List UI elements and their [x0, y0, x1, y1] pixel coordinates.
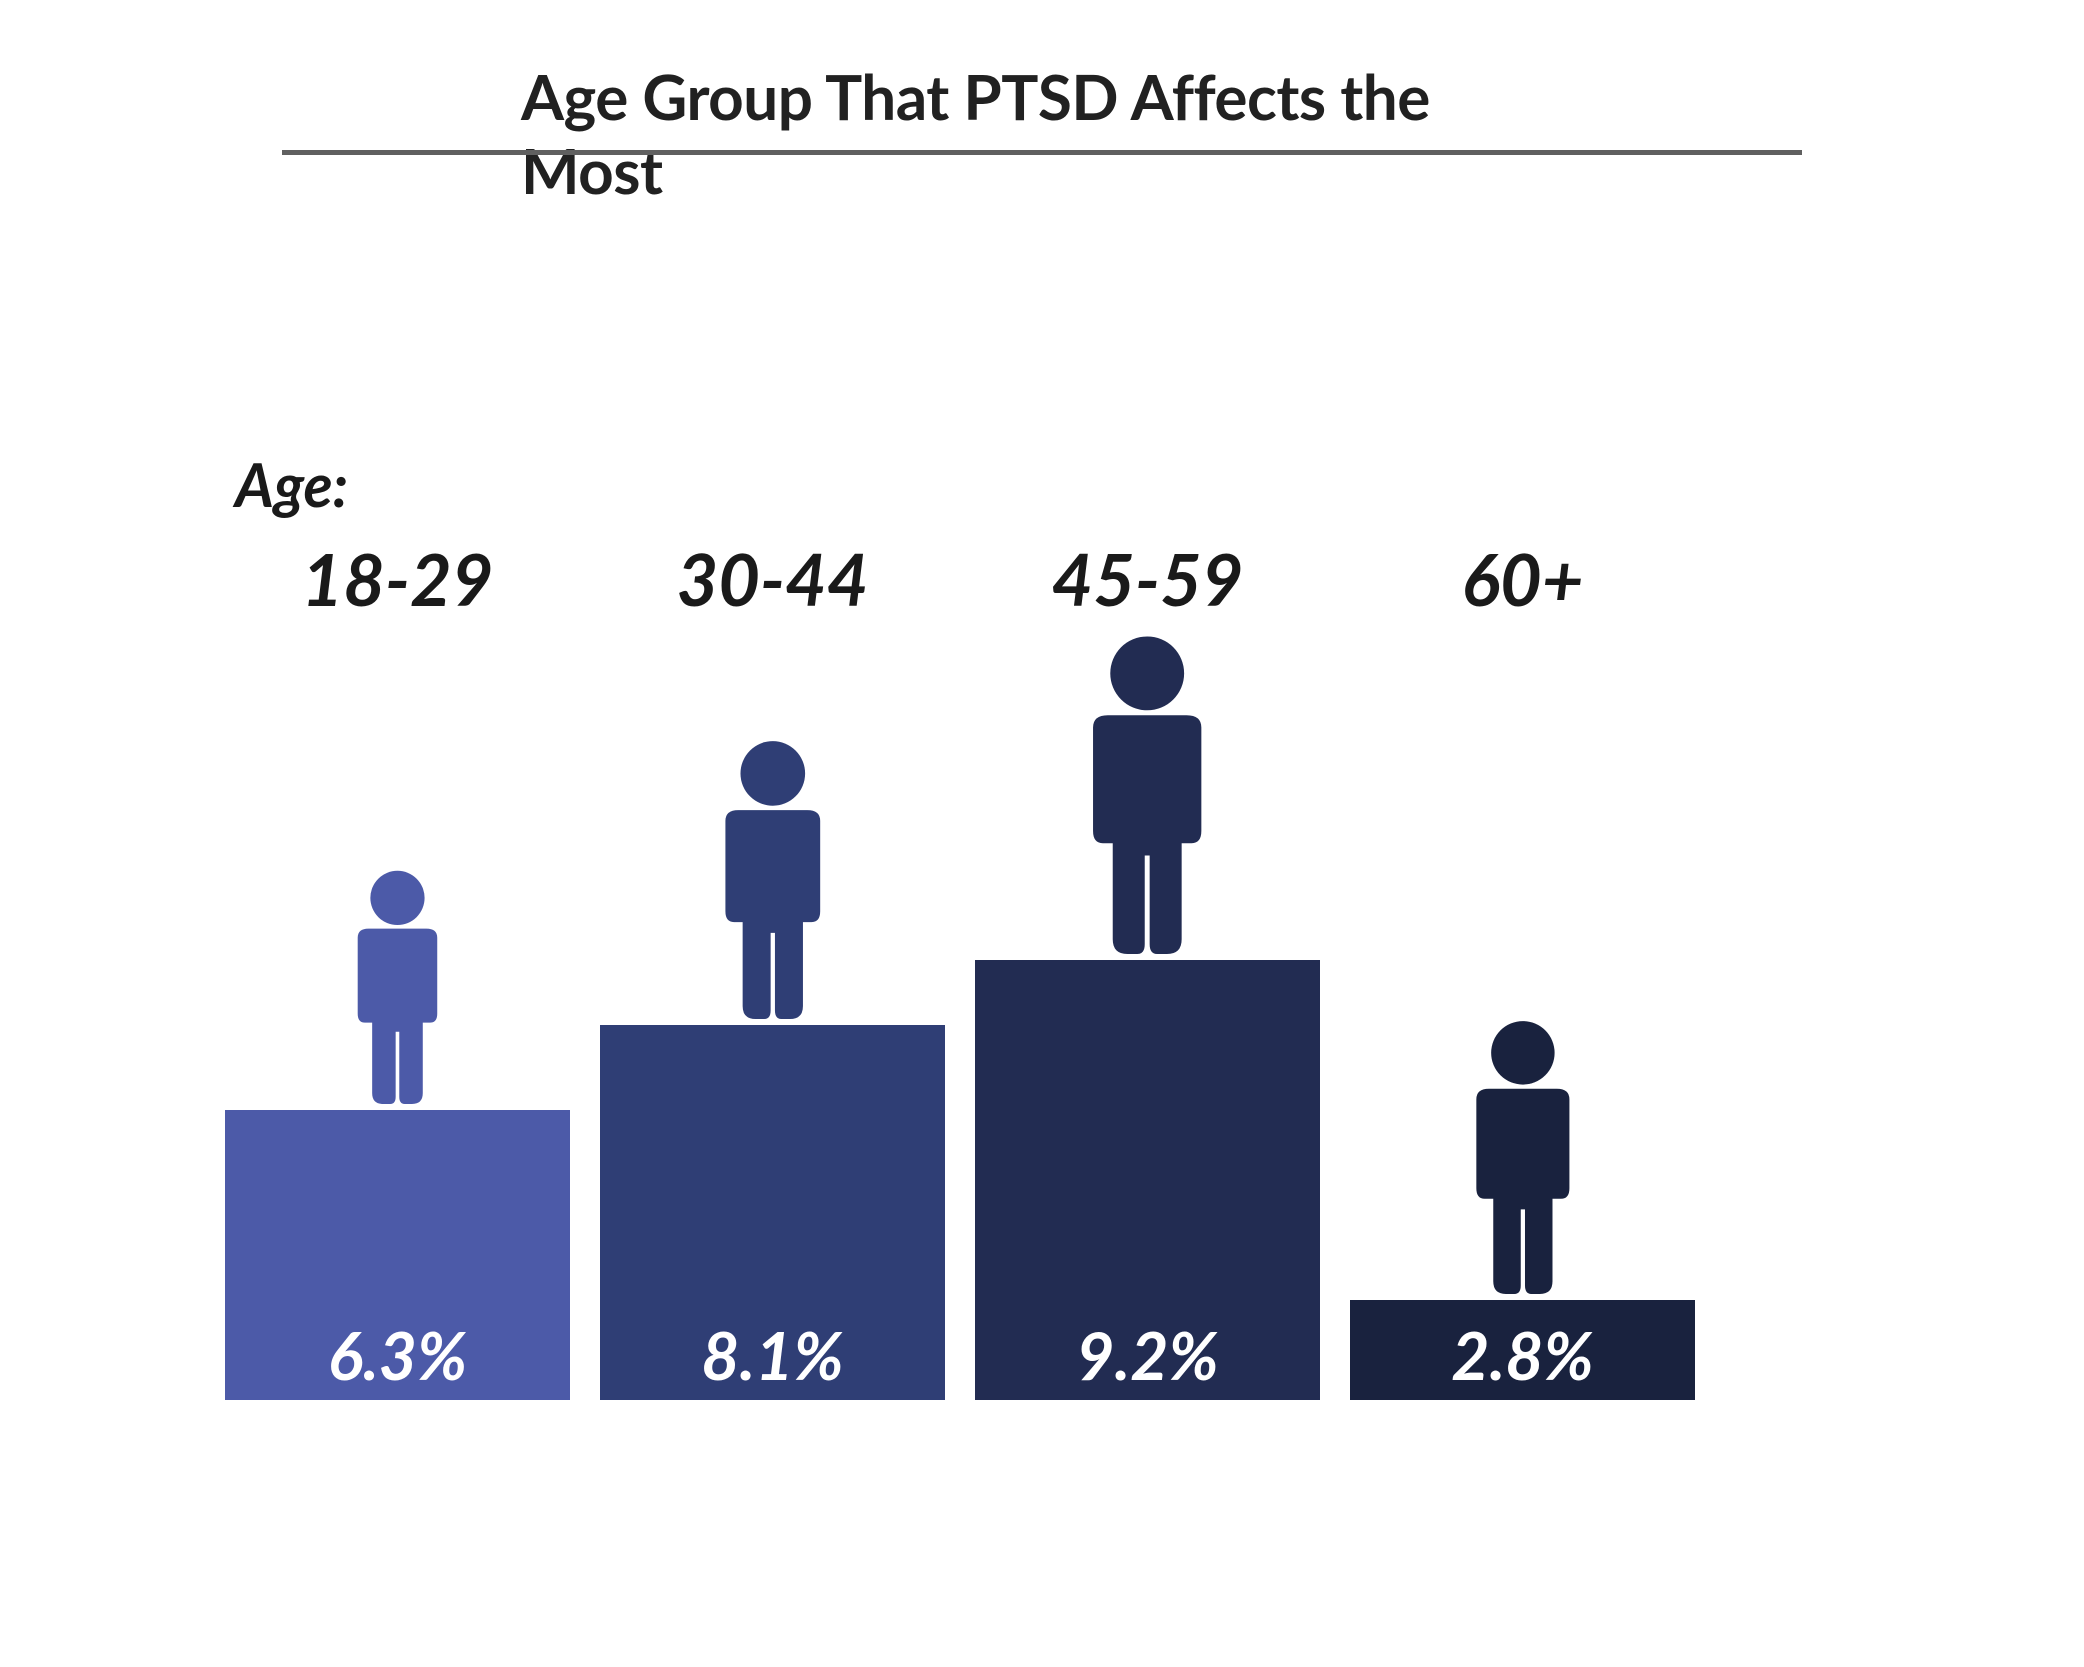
- person-icon: [1024, 634, 1270, 954]
- age-label: 45-59: [948, 536, 1348, 622]
- age-heading: Age:: [235, 448, 348, 520]
- value-label: 8.1%: [600, 1316, 945, 1395]
- chart-title: Age Group That PTSD Affects the Most: [521, 60, 1563, 208]
- age-label: 18-29: [198, 536, 598, 622]
- person-icon: [307, 869, 488, 1104]
- age-label: 60+: [1323, 536, 1723, 622]
- value-label: 2.8%: [1350, 1316, 1695, 1395]
- person-icon: [665, 739, 881, 1019]
- person-icon: [1417, 1019, 1629, 1294]
- value-label: 6.3%: [225, 1316, 570, 1395]
- value-label: 9.2%: [975, 1316, 1320, 1395]
- age-label: 30-44: [573, 536, 973, 622]
- title-underline: [282, 150, 1802, 155]
